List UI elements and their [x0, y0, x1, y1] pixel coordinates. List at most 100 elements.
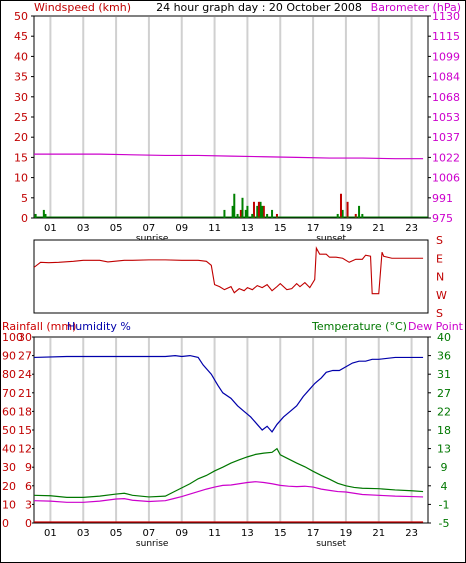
- hour-tick-label: 21: [372, 223, 385, 234]
- temperature-tick-label: 9: [441, 461, 448, 474]
- wind-gust-bar: [246, 205, 249, 218]
- rainfall-tick-label: 9: [25, 461, 32, 474]
- temperature-tick-label: 22: [437, 405, 451, 418]
- wind-gust-bar: [251, 213, 254, 218]
- rainfall-tick-label: 6: [25, 480, 32, 493]
- hour-tick-label: 11: [208, 528, 221, 539]
- barometer-tick-label: 1053: [432, 111, 460, 124]
- wind-average-bar: [257, 201, 260, 218]
- barometer-tick-label: 1037: [432, 131, 460, 144]
- humidity-tick-label: 20: [2, 480, 16, 493]
- wind-plot-area: [33, 15, 429, 219]
- temperature-tick-label: -5: [439, 517, 450, 530]
- windspeed-tick-label: 45: [14, 30, 28, 43]
- windspeed-tick-label: 20: [14, 131, 28, 144]
- sunset-label: sunset: [316, 234, 346, 244]
- wind-gust-bar: [271, 209, 274, 218]
- barometer-tick-label: 991: [432, 192, 453, 205]
- temperature-tick-label: 13: [437, 443, 451, 456]
- humidity-tick-label: 30: [2, 461, 16, 474]
- hour-tick-label: 15: [274, 528, 287, 539]
- hour-tick-label: 19: [340, 528, 353, 539]
- direction-tick-label: S: [436, 307, 443, 320]
- windspeed-tick-label: 30: [14, 91, 28, 104]
- windspeed-tick-label: 35: [14, 71, 28, 84]
- humidity-tick-label: 100: [2, 331, 23, 344]
- hour-tick-label: 07: [143, 223, 156, 234]
- temperature-tick-label: -1: [439, 498, 450, 511]
- direction-tick-label: N: [436, 271, 444, 284]
- barometer-tick-label: 1099: [432, 50, 460, 63]
- hour-tick-label: 13: [241, 528, 254, 539]
- wind-gust-bar: [256, 205, 259, 218]
- humidity-tick-label: 70: [2, 387, 16, 400]
- rainfall-tick-label: 18: [18, 405, 32, 418]
- hour-tick-label: 01: [44, 528, 57, 539]
- barometer-tick-label: 1084: [432, 71, 460, 84]
- direction-plot-area: [33, 239, 429, 314]
- barometer-tick-label: 1130: [432, 10, 460, 23]
- barometer-tick-label: 1068: [432, 91, 460, 104]
- wind-average-bar: [239, 209, 242, 218]
- wind-gust-bar: [341, 209, 344, 218]
- wind-gust-bar: [358, 205, 361, 218]
- humidity-tick-label: 40: [2, 443, 16, 456]
- barometer-line: [34, 153, 424, 160]
- windspeed-axis-title: Windspeed (kmh): [34, 1, 131, 14]
- hour-tick-label: 17: [307, 223, 320, 234]
- hour-tick-label: 21: [372, 528, 385, 539]
- rainfall-tick-label: 0: [25, 517, 32, 530]
- barometer-tick-label: 1022: [432, 151, 460, 164]
- windspeed-tick-label: 10: [14, 172, 28, 185]
- hour-tick-label: 09: [175, 528, 188, 539]
- humidity-tick-label: 0: [2, 517, 9, 530]
- windspeed-tick-label: 0: [21, 212, 28, 225]
- temperature-tick-label: 4: [441, 480, 448, 493]
- wind-gust-bar: [261, 205, 264, 218]
- humidity-tick-label: 50: [2, 424, 16, 437]
- humidity-tick-label: 80: [2, 368, 16, 381]
- temperature-line: [33, 447, 424, 498]
- wind-gust-bar: [231, 205, 234, 218]
- hour-tick-label: 13: [241, 223, 254, 234]
- temperature-tick-label: 31: [437, 368, 451, 381]
- rainfall-tick-label: 12: [18, 443, 32, 456]
- rainfall-tick-label: 30: [18, 331, 32, 344]
- wind-gust-bar: [223, 209, 226, 218]
- direction-tick-label: E: [436, 252, 443, 265]
- hour-tick-label: 03: [77, 223, 90, 234]
- wind-gust-bar: [259, 201, 262, 218]
- hour-tick-label: 01: [44, 223, 57, 234]
- temperature-axis-title: Temperature (°C): [311, 320, 407, 333]
- temperature-tick-label: 18: [437, 424, 451, 437]
- rainfall-tick-label: 15: [18, 424, 32, 437]
- humidity-line: [33, 354, 424, 433]
- windspeed-tick-label: 5: [21, 192, 28, 205]
- wind-gust-bar: [336, 213, 339, 218]
- humidity-tick-label: 90: [2, 350, 16, 363]
- windspeed-tick-label: 15: [14, 151, 28, 164]
- hour-tick-label: 07: [143, 528, 156, 539]
- barometer-tick-label: 1115: [432, 30, 460, 43]
- wind-gust-bar: [233, 193, 236, 218]
- wind-gust-bar: [244, 209, 247, 218]
- windspeed-tick-label: 25: [14, 111, 28, 124]
- wind-gust-bar: [361, 213, 364, 218]
- rainfall-tick-label: 21: [18, 387, 32, 400]
- hour-tick-label: 11: [208, 223, 221, 234]
- temperature-tick-label: 27: [437, 387, 451, 400]
- hour-tick-label: 05: [110, 223, 123, 234]
- wind-average-bar: [262, 205, 265, 218]
- wind-gust-bar: [236, 213, 239, 218]
- rainfall-tick-label: 24: [18, 368, 32, 381]
- hour-tick-label: 23: [405, 528, 418, 539]
- wind-gust-bar: [42, 209, 45, 218]
- windspeed-tick-label: 40: [14, 50, 28, 63]
- hour-tick-label: 17: [307, 528, 320, 539]
- barometer-tick-label: 975: [432, 212, 453, 225]
- hour-tick-label: 05: [110, 528, 123, 539]
- rainfall-axis-title: Rainfall (mm): [2, 320, 76, 333]
- temperature-tick-label: 36: [437, 350, 451, 363]
